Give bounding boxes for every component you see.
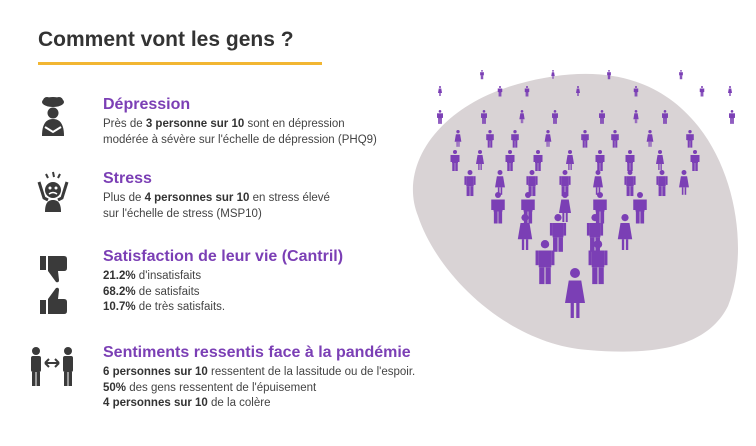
- person-figure: [690, 150, 700, 171]
- person-figure: [679, 70, 683, 80]
- person-figure: [551, 70, 555, 79]
- section-heading: Sentiments ressentis face à la pandémie: [103, 344, 411, 361]
- person-figure: [454, 130, 462, 147]
- person-figure: [476, 150, 484, 170]
- person-figure: [559, 192, 571, 222]
- person-figure: [437, 110, 443, 124]
- person-figure: [617, 214, 633, 250]
- person-figure: [486, 130, 494, 148]
- thumbs-icon: [40, 256, 67, 314]
- crowd-background-blob: [412, 73, 738, 352]
- person-figure: [699, 86, 705, 97]
- person-figure: [480, 70, 484, 80]
- person-figure: [559, 170, 571, 197]
- section-line: Près de 3 personne sur 10 sont en dépres…: [103, 118, 345, 130]
- person-figure: [526, 170, 538, 197]
- section-heading: Satisfaction de leur vie (Cantril): [103, 248, 344, 265]
- person-figure: [593, 170, 603, 195]
- section-heading: Stress: [103, 170, 152, 187]
- person-figure: [544, 130, 552, 147]
- person-figure: [656, 150, 664, 170]
- person-figure: [633, 86, 639, 97]
- stressed-person-icon: [37, 171, 69, 212]
- section-line: 68.2% de satisfaits: [103, 285, 200, 298]
- section-heading: Dépression: [103, 96, 191, 113]
- person-figure: [481, 110, 487, 124]
- person-figure: [495, 170, 505, 195]
- page-title: Comment vont les gens ?: [38, 28, 294, 51]
- section-line: sur l'échelle de stress (MSP10): [103, 207, 262, 220]
- person-figure: [595, 150, 605, 171]
- person-figure: [524, 86, 530, 97]
- person-figure: [679, 170, 689, 195]
- section-line: 6 personnes sur 10 ressentent de la lass…: [103, 366, 416, 378]
- person-figure: [611, 130, 619, 148]
- person-figure: [549, 214, 567, 252]
- person-figure: [633, 192, 647, 224]
- people-exchange-icon: [31, 347, 73, 386]
- person-figure: [581, 130, 589, 148]
- person-figure: [438, 86, 442, 96]
- person-figure: [511, 130, 519, 148]
- person-figure: [599, 110, 605, 124]
- person-figure: [588, 240, 608, 285]
- person-figure: [464, 170, 476, 197]
- thumbs-down-icon: [40, 256, 67, 283]
- section-line: Plus de 4 personnes sur 10 en stress éle…: [103, 192, 330, 204]
- person-figure: [633, 110, 639, 124]
- section-line: 50% des gens ressentent de l'épuisement: [103, 381, 317, 394]
- person-figure: [625, 150, 635, 171]
- person-figure: [686, 130, 694, 148]
- person-figure: [607, 70, 611, 80]
- section-line: 4 personnes sur 10 de la colère: [103, 397, 271, 409]
- person-figure: [450, 150, 460, 171]
- person-figure: [535, 240, 555, 285]
- person-figure: [497, 86, 503, 97]
- person-figure: [505, 150, 515, 171]
- person-figure: [662, 110, 668, 124]
- person-figure: [576, 86, 580, 96]
- depressed-person-icon: [42, 97, 64, 136]
- person-figure: [517, 214, 533, 250]
- thumbs-up-icon: [40, 287, 67, 314]
- person-figure: [552, 110, 558, 124]
- person-figure: [533, 150, 543, 171]
- section-line: modérée à sévère sur l'échelle de dépres…: [103, 133, 377, 146]
- person-figure: [728, 86, 732, 96]
- title-underline: [38, 62, 322, 65]
- person-figure: [565, 268, 585, 318]
- person-figure: [729, 110, 735, 124]
- person-figure: [656, 170, 668, 197]
- section-line: 21.2% d'insatisfaits: [103, 270, 202, 282]
- person-figure: [491, 192, 505, 224]
- person-figure: [624, 170, 636, 197]
- person-figure: [519, 110, 525, 124]
- person-figure: [646, 130, 654, 147]
- section-line: 10.7% de très satisfaits.: [103, 301, 226, 313]
- person-figure: [566, 150, 574, 170]
